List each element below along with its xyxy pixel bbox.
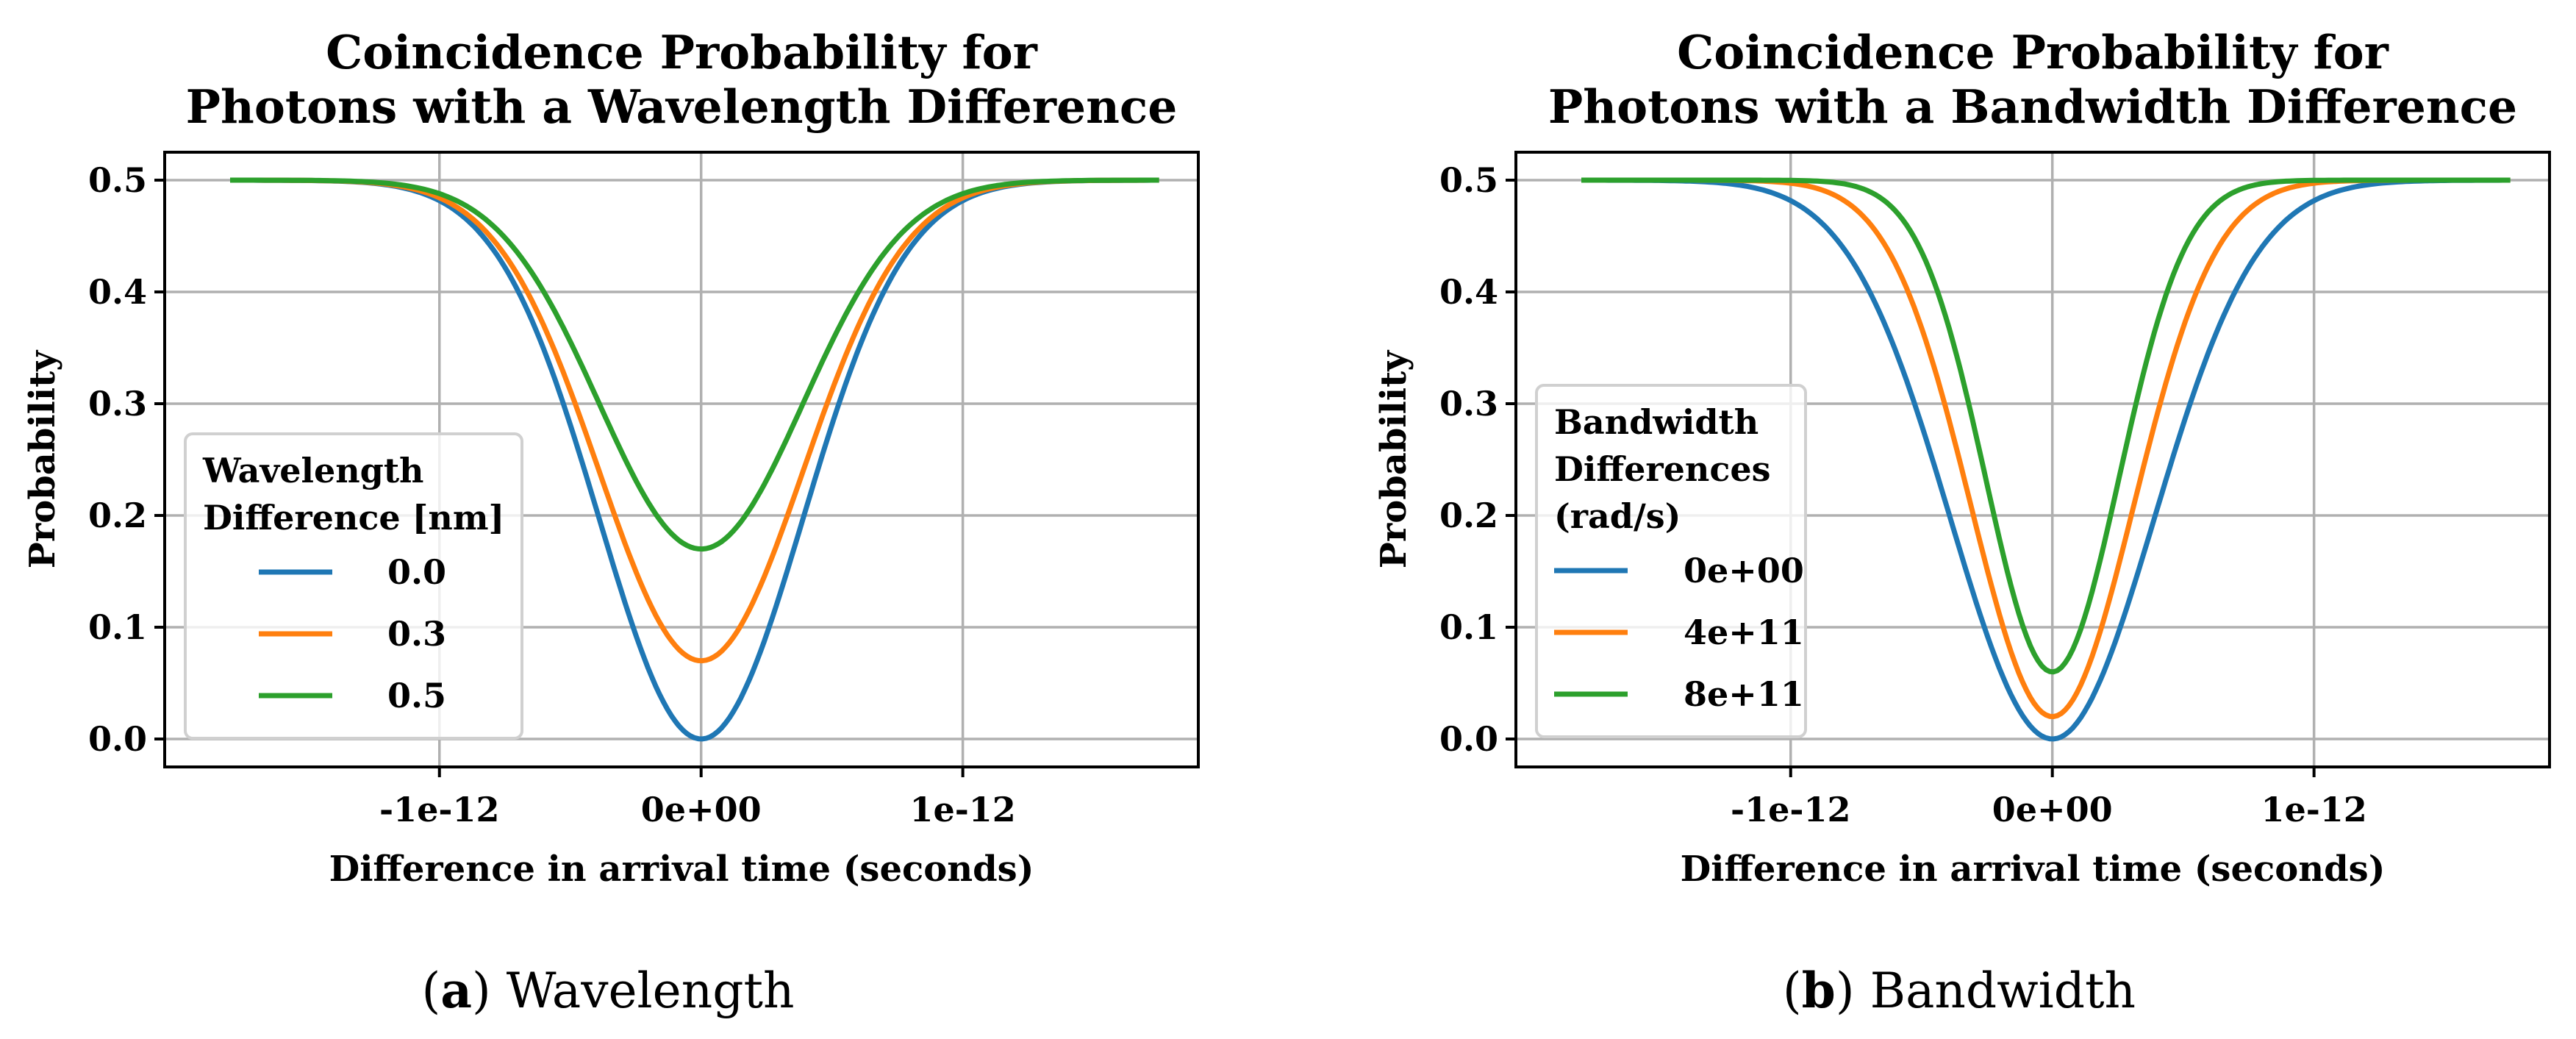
caption-text: Wavelength: [507, 963, 795, 1019]
y-tick-label: 0.1: [1439, 607, 1498, 647]
axes-frame: [163, 151, 1200, 768]
y-tick-label: 0.4: [88, 272, 147, 312]
legend: Wavelength Difference [nm] 0.0 0.3 0.5: [184, 432, 523, 740]
chart-title-line2: Photons with a Bandwidth Difference: [1548, 79, 2517, 134]
y-tick-label: 0.0: [1439, 719, 1498, 759]
y-tick-label: 0.5: [88, 160, 147, 200]
legend-title-line: Differences: [1554, 449, 1771, 489]
legend-label: 0.5: [387, 676, 446, 715]
series-line-8e+11: [1581, 177, 2511, 675]
x-tick-label: 0e+00: [641, 790, 762, 829]
legend-label: 4e+11: [1684, 613, 1804, 652]
panel-caption: (b) Bandwidth: [1783, 962, 2136, 1019]
axes-frame: [1514, 151, 2551, 768]
caption-text: Bandwidth: [1870, 963, 2136, 1019]
legend-label: 0.3: [387, 614, 446, 654]
caption-letter: a: [440, 962, 472, 1019]
series-line-0.5: [230, 177, 1159, 552]
legend-title-line: (rad/s): [1554, 496, 1681, 536]
legend-label: 8e+11: [1684, 674, 1804, 714]
x-tick-label: -1e-12: [379, 790, 499, 829]
y-axis-label: Probability: [1373, 349, 1414, 569]
x-axis-label: Difference in arrival time (seconds): [1681, 849, 2386, 890]
y-axis-label: Probability: [22, 349, 63, 569]
x-tick-label: 0e+00: [1992, 790, 2113, 829]
y-tick-label: 0.4: [1439, 272, 1498, 312]
legend-label: 0e+00: [1684, 551, 1804, 590]
y-tick-label: 0.0: [88, 719, 147, 759]
series-line-0e+00: [1581, 177, 2511, 742]
x-axis-label: Difference in arrival time (seconds): [329, 849, 1034, 890]
panel-caption: (a) Wavelength: [422, 962, 795, 1019]
legend-title-line: Difference [nm]: [203, 498, 504, 538]
legend-box: [184, 432, 523, 740]
x-tick-label: -1e-12: [1731, 790, 1850, 829]
legend: Bandwidth Differences (rad/s)0e+00 4e+11 8e+…: [1535, 384, 1807, 738]
y-tick-label: 0.3: [88, 384, 147, 424]
y-tick-label: 0.2: [88, 496, 147, 535]
chart-title-line1: Coincidence Probability for: [326, 25, 1038, 79]
x-tick-label: 1e-12: [909, 790, 1015, 829]
x-tick-label: 1e-12: [2261, 790, 2366, 829]
chart-title-line1: Coincidence Probability for: [1677, 25, 2389, 79]
caption-letter: b: [1802, 962, 1836, 1019]
legend-title-line: Wavelength: [202, 451, 424, 490]
y-tick-label: 0.2: [1439, 496, 1498, 535]
chart-title-line2: Photons with a Wavelength Difference: [186, 79, 1178, 134]
legend-label: 0.0: [387, 552, 446, 592]
y-tick-label: 0.1: [88, 607, 147, 647]
legend-box: [1535, 384, 1807, 738]
y-tick-label: 0.5: [1439, 160, 1498, 200]
y-tick-label: 0.3: [1439, 384, 1498, 424]
legend-title-line: Bandwidth: [1554, 402, 1759, 442]
